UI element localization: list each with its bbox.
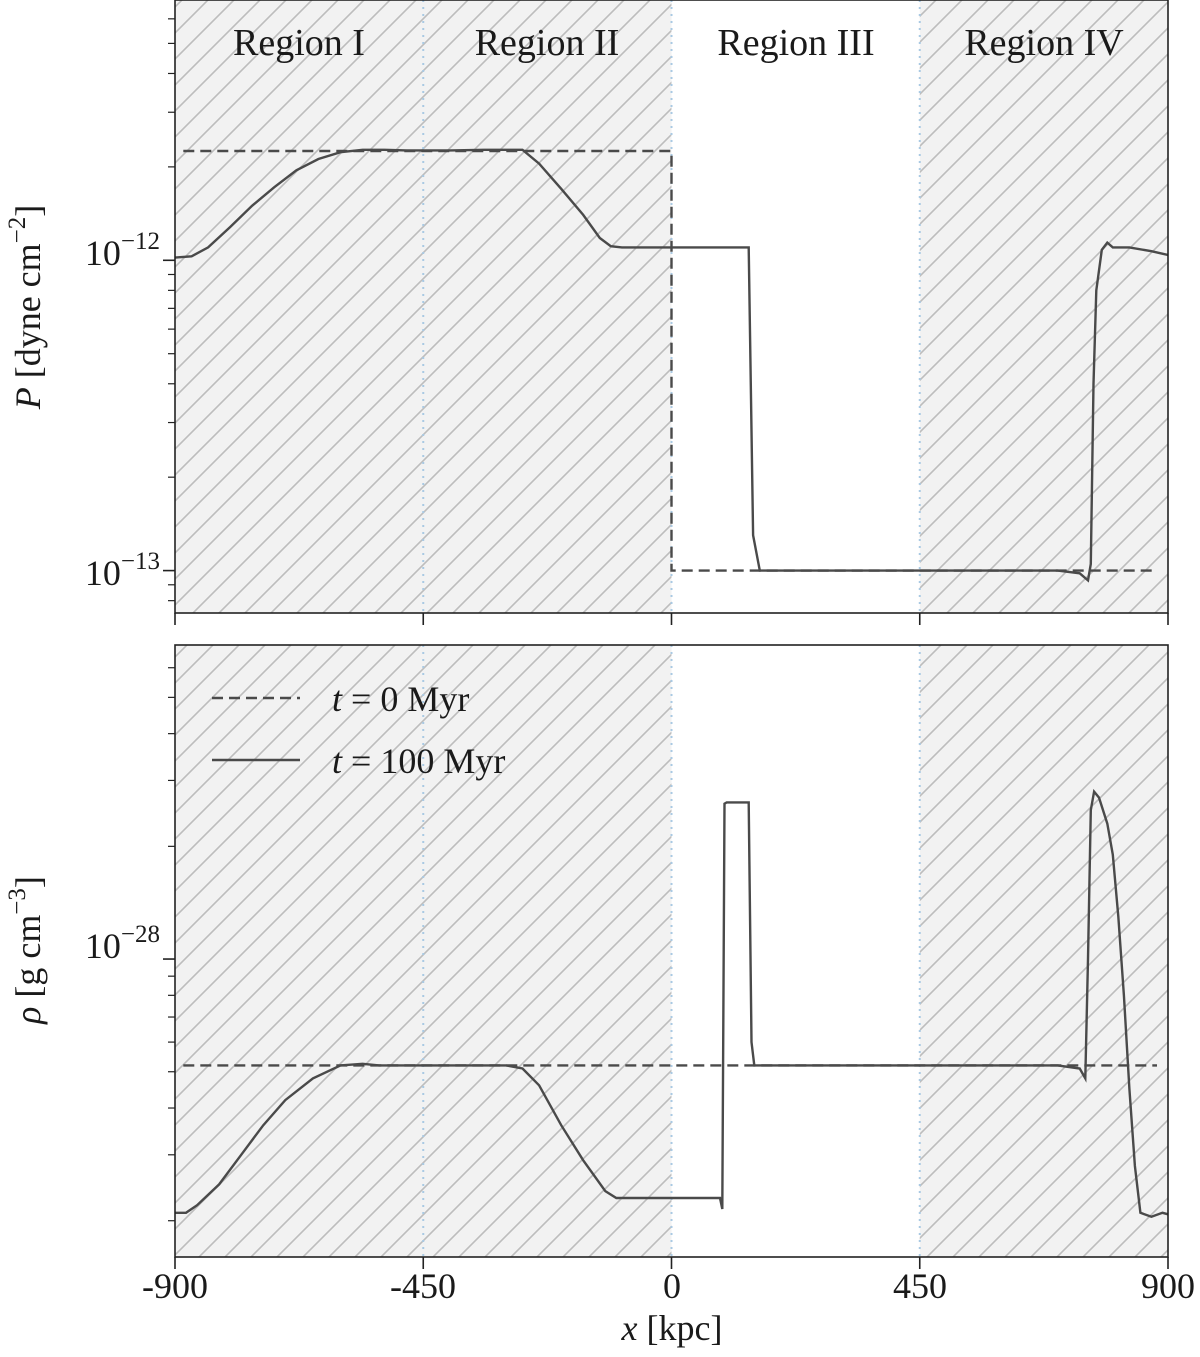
region-label-3: Region III [717, 22, 874, 64]
density-y-axis-label: ρ [g cm−3] [4, 876, 48, 1025]
density-hatched-region [175, 645, 672, 1257]
x-tick-label-450: 450 [893, 1266, 947, 1306]
density-t100-line [175, 788, 1168, 1218]
pressure-tick-label-1e-13: 10−13 [85, 548, 160, 593]
x-tick-label-neg450: -450 [390, 1266, 456, 1306]
pressure-y-axis-label: P [dyne cm−2] [4, 205, 48, 411]
legend: t = 0 Myr t = 100 Myr [212, 679, 505, 781]
legend-label-t100: t = 100 Myr [332, 741, 505, 781]
legend-label-t0: t = 0 Myr [332, 679, 469, 719]
density-hatched-regions [175, 645, 1168, 1257]
density-panel: 10−28 ρ [g cm−3] t = 0 Myr t = 100 Myr -… [4, 644, 1195, 1348]
density-hatched-region [919, 645, 1168, 1257]
x-tick-label-0: 0 [663, 1266, 681, 1306]
x-tick-label-neg900: -900 [142, 1266, 208, 1306]
region-label-4: Region IV [964, 22, 1124, 64]
density-tick-label-1e-28: 10−28 [85, 921, 160, 966]
pressure-hatched-region [919, 0, 1168, 613]
pressure-ticks [163, 18, 1169, 625]
region-label-1: Region I [233, 22, 365, 64]
region-label-2: Region II [475, 22, 620, 64]
pressure-hatched-region [175, 0, 672, 613]
density-ticks [163, 667, 1169, 1269]
pressure-tick-label-1e-12: 10−12 [85, 228, 160, 273]
pressure-hatched-regions [175, 0, 1168, 613]
x-tick-label-900: 900 [1141, 1266, 1195, 1306]
pressure-t100-line [175, 148, 1168, 583]
x-axis-label: x [kpc] [621, 1308, 723, 1348]
pressure-panel: Region I Region II Region III Region IV … [4, 0, 1169, 625]
